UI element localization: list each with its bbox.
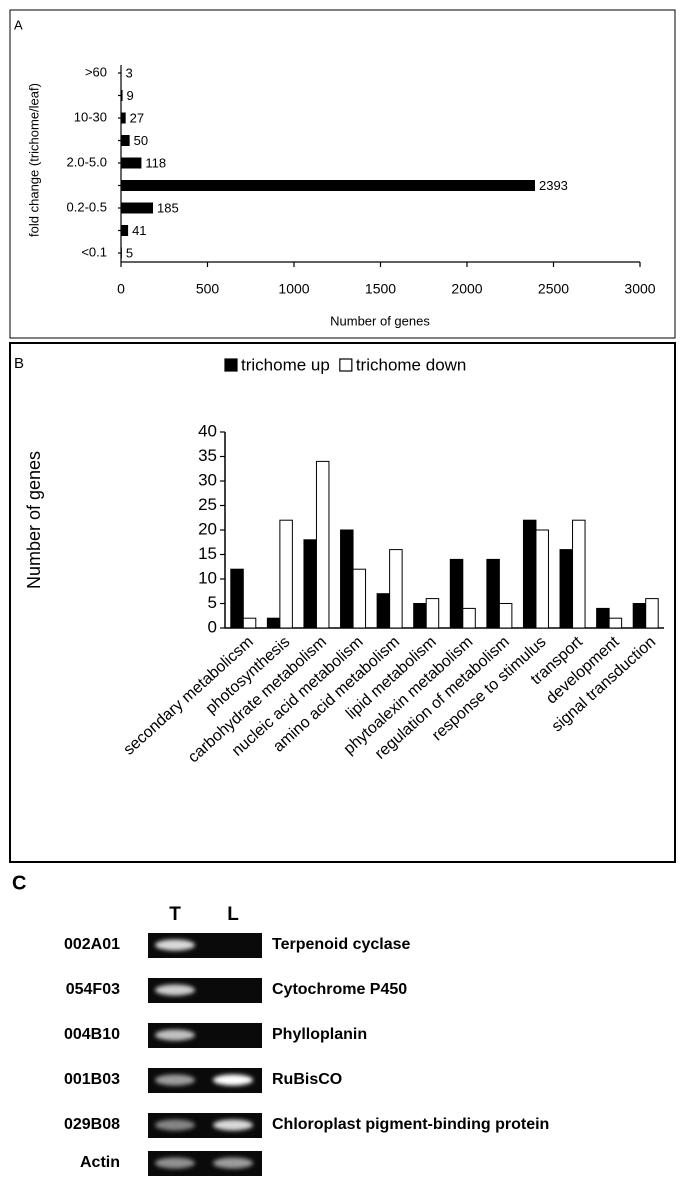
bar <box>522 519 537 629</box>
y-tick-label: 10-30 <box>74 109 107 124</box>
bar <box>596 607 610 629</box>
row-id: 002A01 <box>64 936 120 953</box>
panel-b-frame <box>9 342 676 863</box>
bar <box>266 617 281 629</box>
bar <box>413 603 427 629</box>
value-label: 3 <box>126 65 133 80</box>
gel-band <box>213 1074 253 1086</box>
legend-swatch <box>339 358 353 372</box>
bar <box>121 135 130 146</box>
legend-label: trichome up <box>241 355 330 374</box>
row-id: 001B03 <box>64 1071 120 1088</box>
panel-a-frame <box>9 9 676 339</box>
gene-name: Phylloplanin <box>272 1026 367 1043</box>
gene-name: Cytochrome P450 <box>272 981 407 998</box>
gel-band <box>155 984 195 996</box>
bar <box>340 529 354 629</box>
bar <box>486 558 500 629</box>
value-label: 9 <box>127 88 134 103</box>
legend-label: trichome down <box>356 355 467 374</box>
panel-label: C <box>12 872 26 894</box>
bar <box>376 593 391 629</box>
y-tick-label: 0.2-0.5 <box>67 199 107 214</box>
value-label: 185 <box>157 200 179 215</box>
panel-label: B <box>14 355 24 372</box>
x-tick-label: 0 <box>117 281 125 297</box>
bar <box>645 598 659 629</box>
y-tick-label: 5 <box>208 593 217 612</box>
y-tick-label: 20 <box>198 519 217 538</box>
gene-name: Terpenoid cyclase <box>272 936 411 953</box>
bar <box>121 157 142 169</box>
x-tick-label: 3000 <box>624 281 655 297</box>
gel-band <box>155 1157 195 1169</box>
y-tick-label: >60 <box>85 64 107 79</box>
bar <box>121 202 154 214</box>
value-label: 50 <box>134 133 148 148</box>
gene-name: Chloroplast pigment-binding protein <box>272 1116 549 1133</box>
bar <box>121 112 126 124</box>
bar <box>121 247 122 259</box>
row-id: 029B08 <box>64 1116 120 1133</box>
gel-band <box>155 1119 195 1131</box>
x-tick-label: 500 <box>196 281 220 297</box>
y-axis-label: fold change (trichome/leaf) <box>26 83 41 237</box>
value-label: 5 <box>126 245 133 260</box>
x-tick-label: 2000 <box>451 281 482 297</box>
gel-band <box>155 1029 195 1041</box>
y-tick-label: 10 <box>198 568 217 587</box>
x-tick-label: 2500 <box>538 281 569 297</box>
bar <box>449 558 464 629</box>
gene-name: RuBisCO <box>272 1071 342 1088</box>
bar <box>425 598 440 629</box>
row-id: 054F03 <box>66 981 120 998</box>
bar <box>352 568 367 629</box>
bar <box>303 539 317 629</box>
bar <box>632 603 647 629</box>
row-id: Actin <box>80 1154 120 1171</box>
lane-label: L <box>227 904 239 925</box>
y-tick-label: <0.1 <box>81 244 107 259</box>
row-id: 004B10 <box>64 1026 120 1043</box>
panel-label: A <box>14 17 23 32</box>
y-axis-label: Number of genes <box>24 451 44 589</box>
bar <box>462 607 476 629</box>
y-tick-label: 40 <box>198 421 217 440</box>
gel-band <box>155 1074 195 1086</box>
value-label: 118 <box>145 155 166 170</box>
y-tick-label: 2.0-5.0 <box>67 154 107 169</box>
legend-swatch <box>224 358 238 372</box>
gel-band <box>155 939 195 951</box>
bar <box>121 180 535 191</box>
x-axis-label: Number of genes <box>330 313 430 328</box>
value-label: 41 <box>132 223 146 238</box>
bar <box>559 549 574 629</box>
bar <box>121 225 129 236</box>
x-tick-label: 1000 <box>278 281 309 297</box>
bar <box>608 617 623 629</box>
bar <box>535 529 549 629</box>
y-tick-label: 35 <box>198 446 217 465</box>
bar <box>498 603 513 629</box>
bar <box>572 519 586 629</box>
bar <box>279 519 293 629</box>
bar <box>230 568 244 629</box>
value-label: 27 <box>130 110 144 125</box>
bar <box>242 617 257 629</box>
gel-band <box>213 1119 253 1131</box>
value-label: 2393 <box>539 178 568 193</box>
x-tick-label: 1500 <box>365 281 396 297</box>
y-tick-label: 15 <box>198 544 217 563</box>
y-tick-label: 0 <box>208 617 217 636</box>
bar <box>121 90 123 101</box>
y-tick-label: 25 <box>198 495 217 514</box>
bar <box>315 460 330 629</box>
lane-label: T <box>169 904 181 925</box>
bar <box>121 67 122 79</box>
gel-band <box>213 1157 253 1169</box>
y-tick-label: 30 <box>198 470 217 489</box>
bar <box>389 549 403 629</box>
